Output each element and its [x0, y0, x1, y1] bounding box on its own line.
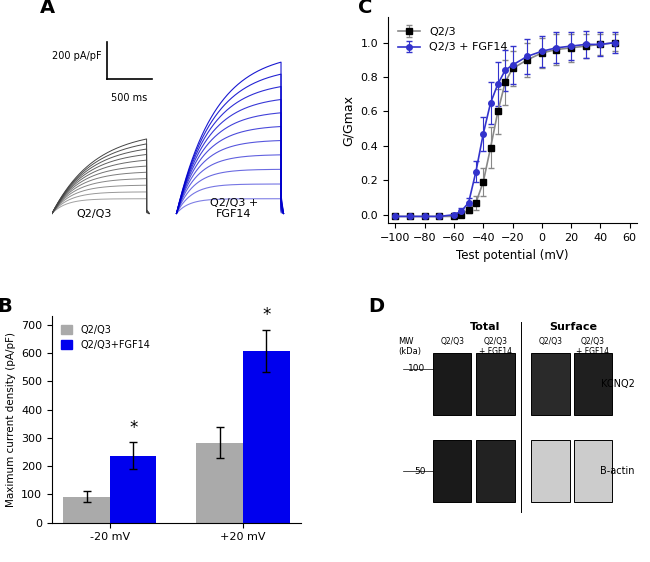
Text: Q2/Q3
+ FGF14: Q2/Q3 + FGF14 [479, 337, 512, 356]
Bar [433, 353, 471, 415]
Text: Q2/Q3 +
FGF14: Q2/Q3 + FGF14 [209, 198, 258, 219]
Bar [531, 353, 570, 415]
Text: Total: Total [470, 323, 500, 332]
Text: Surface: Surface [549, 323, 597, 332]
Text: Q2/Q3: Q2/Q3 [538, 337, 562, 346]
Bar [531, 440, 570, 502]
Bar [573, 440, 612, 502]
Text: KCNQ2: KCNQ2 [601, 379, 634, 389]
Bar [573, 353, 612, 415]
Text: MW
(kDa): MW (kDa) [398, 337, 421, 356]
Text: 100: 100 [408, 364, 425, 373]
Text: 50: 50 [414, 466, 425, 475]
Bar [476, 440, 515, 502]
Text: C: C [358, 0, 372, 17]
Y-axis label: Maximum current density (pA/pF): Maximum current density (pA/pF) [6, 332, 16, 507]
Bar [243, 351, 290, 523]
Text: B: B [0, 297, 12, 316]
Text: *: * [262, 306, 270, 324]
Bar [63, 497, 110, 523]
Y-axis label: G/Gmax: G/Gmax [342, 94, 355, 146]
Text: B-actin: B-actin [600, 466, 634, 476]
Text: Q2/Q3: Q2/Q3 [77, 209, 112, 219]
Bar [433, 440, 471, 502]
X-axis label: Test potential (mV): Test potential (mV) [456, 248, 569, 261]
Bar [476, 353, 515, 415]
Text: Q2/Q3: Q2/Q3 [440, 337, 464, 346]
Bar [196, 443, 243, 523]
Text: Q2/Q3
+ FGF14: Q2/Q3 + FGF14 [577, 337, 609, 356]
Text: A: A [40, 0, 55, 17]
Text: 200 pA/pF: 200 pA/pF [52, 51, 102, 61]
Text: 500 ms: 500 ms [111, 93, 148, 103]
Text: D: D [368, 297, 384, 316]
Legend: Q2/3, Q2/3 + FGF14: Q2/3, Q2/3 + FGF14 [394, 22, 512, 57]
Text: *: * [129, 419, 137, 437]
Bar [110, 456, 157, 523]
Legend: Q2/Q3, Q2/Q3+FGF14: Q2/Q3, Q2/Q3+FGF14 [57, 321, 154, 353]
